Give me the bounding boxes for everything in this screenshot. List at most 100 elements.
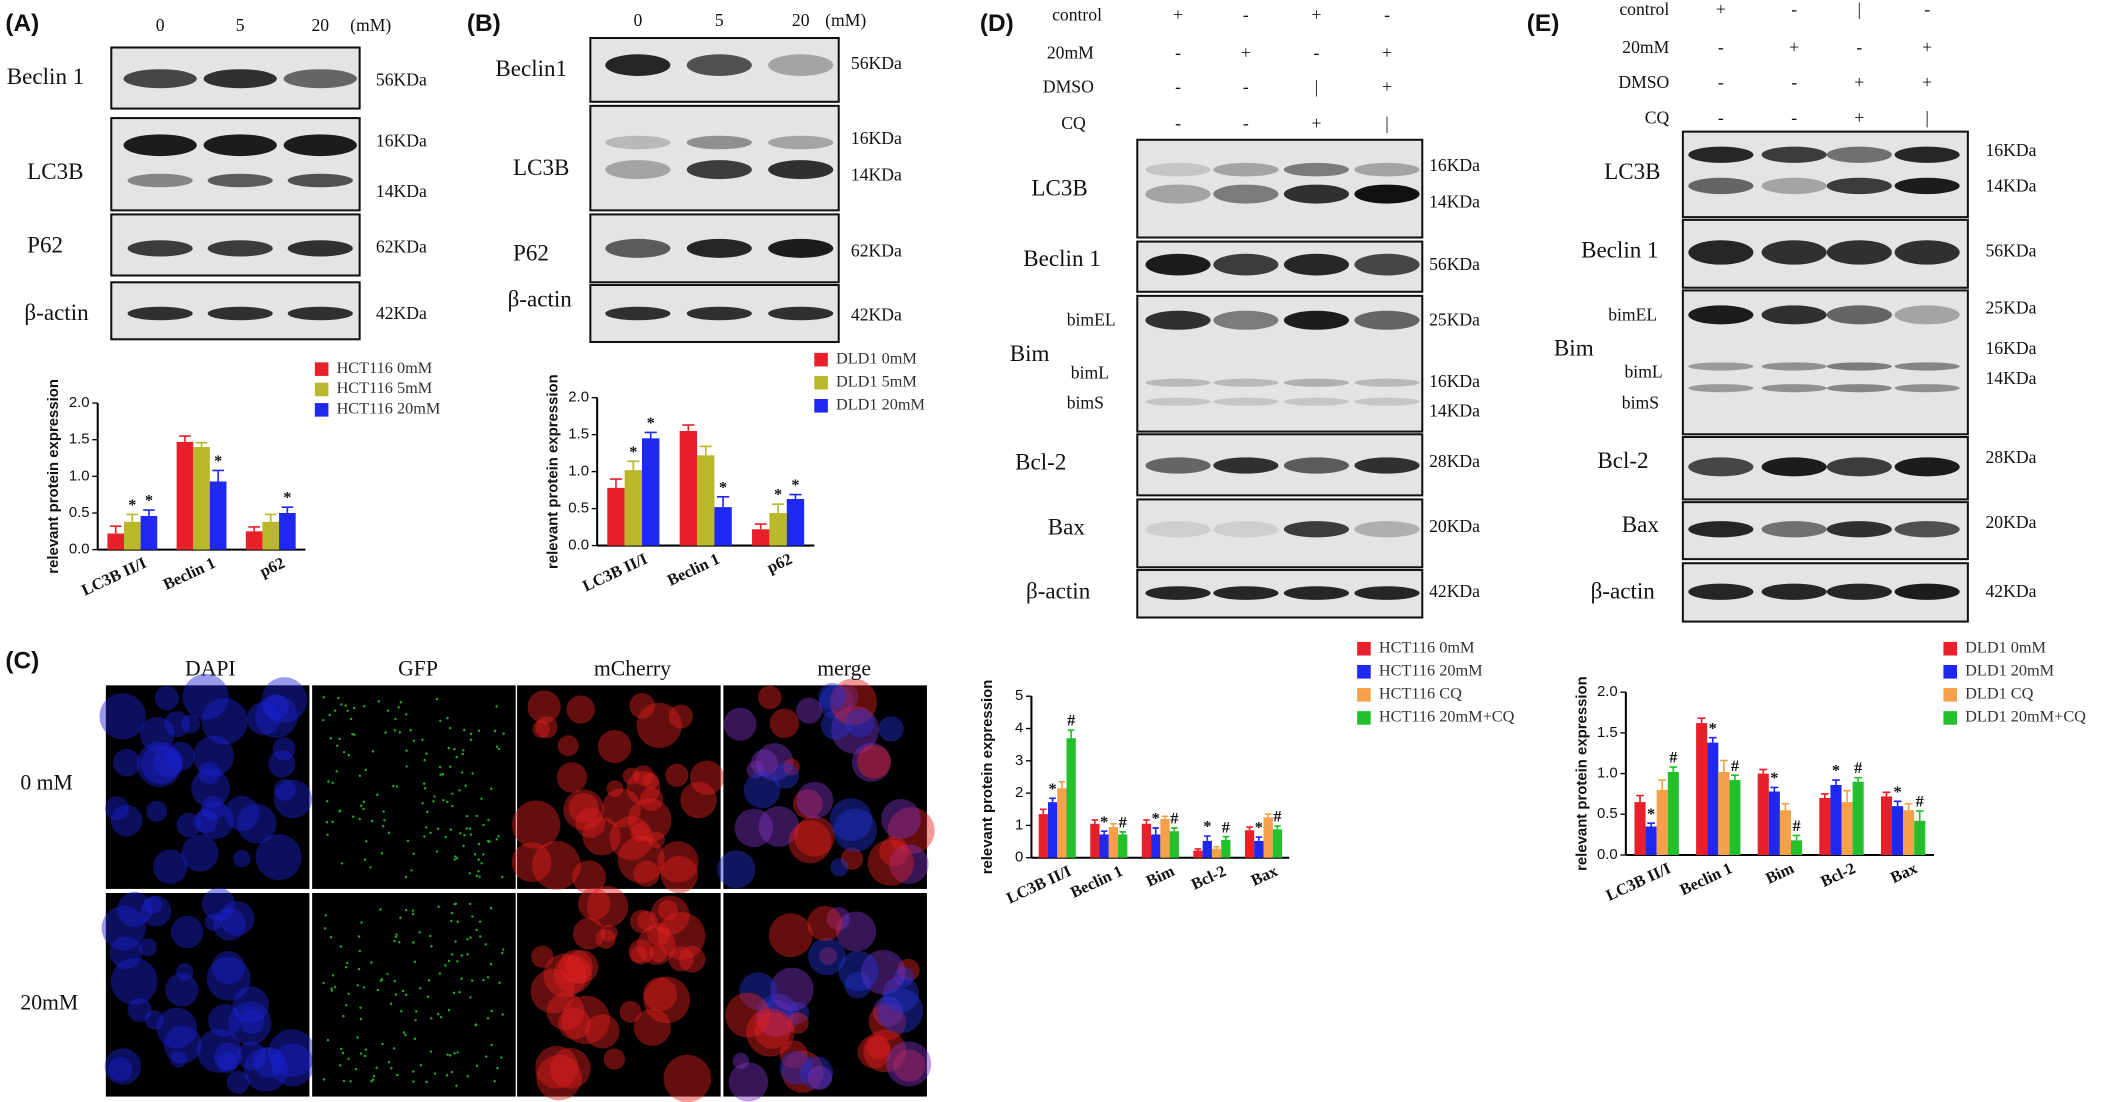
band	[1145, 521, 1211, 538]
blot-box	[1136, 498, 1424, 569]
puncta	[383, 819, 386, 822]
cell	[881, 799, 921, 839]
cell	[626, 770, 661, 805]
puncta	[402, 1031, 406, 1034]
puncta	[477, 858, 480, 861]
significance-mark: #	[1916, 792, 1924, 811]
cell	[208, 1004, 241, 1037]
puncta	[451, 804, 454, 808]
protein-label: LC3B	[513, 154, 569, 180]
puncta	[438, 765, 442, 769]
size-label: 16KDa	[1986, 140, 2037, 160]
cell	[165, 741, 195, 771]
bar	[140, 515, 158, 550]
lane-label: 0	[633, 10, 642, 30]
puncta	[387, 831, 391, 834]
puncta	[412, 852, 415, 856]
bar	[1729, 780, 1741, 855]
error-bar	[627, 460, 640, 471]
y-tick-label: 0	[1015, 849, 1023, 866]
bar	[1118, 834, 1128, 858]
y-tick-label: 1.0	[1597, 765, 1618, 782]
cell	[558, 949, 593, 984]
significance-mark: *	[214, 451, 222, 470]
error-bar	[1708, 736, 1717, 743]
bar	[607, 487, 625, 546]
puncta	[412, 941, 415, 944]
puncta	[427, 979, 431, 982]
band	[1283, 521, 1349, 538]
protein-label: β-actin	[1026, 577, 1091, 603]
bar	[245, 531, 263, 550]
bar	[176, 441, 194, 550]
cell	[882, 975, 920, 1013]
cell	[170, 1050, 187, 1068]
cell	[255, 834, 302, 881]
bar	[1211, 848, 1222, 858]
puncta	[453, 747, 456, 751]
cell	[110, 957, 158, 1005]
band	[768, 54, 834, 76]
puncta	[342, 1014, 345, 1018]
y-tick-label: 2.0	[1597, 683, 1618, 700]
puncta	[471, 772, 474, 775]
band	[1213, 162, 1279, 177]
legend-swatch	[1943, 688, 1957, 702]
band	[605, 54, 671, 76]
puncta	[471, 915, 474, 918]
protein-label: Beclin 1	[1581, 237, 1659, 263]
bar	[1903, 810, 1915, 855]
bar	[1852, 781, 1864, 855]
micrograph	[312, 893, 516, 1097]
size-label: 14KDa	[376, 181, 427, 201]
puncta	[370, 1080, 373, 1083]
puncta	[453, 858, 456, 861]
cell	[796, 697, 823, 724]
cell	[108, 1057, 133, 1082]
cell	[772, 762, 799, 789]
band	[1894, 305, 1960, 325]
band	[1894, 583, 1960, 600]
y-tick-label: 1.5	[568, 426, 589, 443]
cell	[105, 796, 129, 821]
error-bar	[1143, 819, 1150, 824]
cell	[527, 690, 561, 724]
puncta	[429, 831, 432, 835]
band	[287, 240, 353, 257]
size-label: 16KDa	[1429, 371, 1480, 391]
puncta	[469, 833, 473, 836]
puncta	[446, 1053, 449, 1056]
puncta	[470, 979, 474, 982]
legend-swatch	[814, 352, 828, 367]
legend-swatch	[1357, 688, 1371, 702]
cell	[586, 885, 629, 928]
puncta	[415, 1010, 418, 1013]
puncta	[386, 709, 390, 712]
cell	[546, 992, 585, 1031]
bar	[1914, 820, 1926, 855]
x-tick-label: LC3B II/I	[579, 549, 650, 595]
error-bar	[212, 469, 224, 482]
band	[123, 134, 197, 157]
cell	[565, 949, 599, 984]
micrograph	[517, 893, 721, 1097]
puncta	[326, 1038, 330, 1042]
legend-swatch	[814, 375, 828, 390]
bar	[752, 529, 770, 546]
cell	[857, 1035, 891, 1069]
band	[1761, 583, 1827, 600]
puncta	[490, 1043, 493, 1047]
puncta	[404, 713, 408, 716]
puncta	[496, 1066, 499, 1070]
cell	[717, 850, 756, 889]
condition-sign: -	[1718, 37, 1724, 57]
puncta	[328, 713, 332, 717]
puncta	[446, 716, 449, 720]
cell	[153, 747, 184, 778]
cell	[660, 855, 699, 894]
cell	[894, 967, 915, 987]
error-bar	[179, 435, 191, 442]
size-label: 14KDa	[1429, 401, 1480, 421]
channel-label: merge	[817, 656, 871, 680]
puncta	[375, 1066, 378, 1069]
